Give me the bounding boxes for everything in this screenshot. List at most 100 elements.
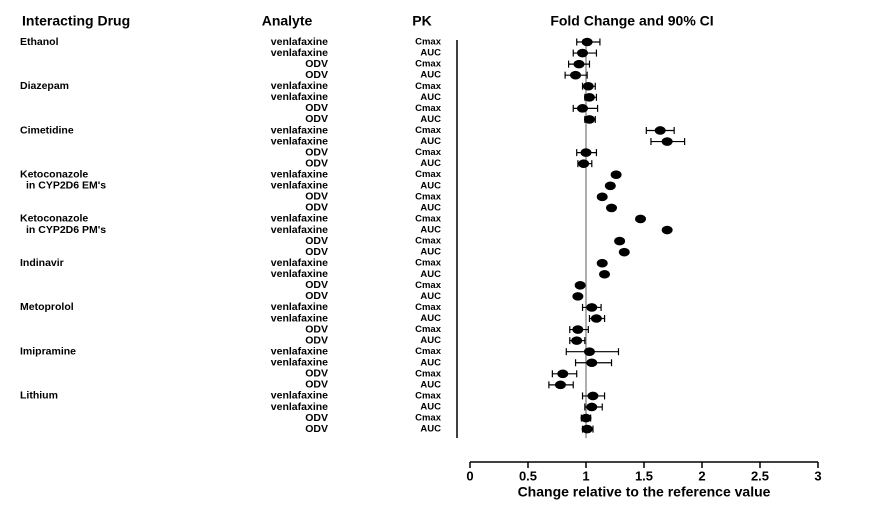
x-tick-label: 2: [698, 468, 705, 483]
analyte-label: ODV: [305, 202, 328, 214]
analyte-label: venlafaxine: [271, 224, 328, 236]
drug-label: Ketoconazole: [20, 213, 88, 225]
point-estimate: [596, 258, 608, 268]
pk-label: Cmax: [415, 169, 442, 180]
drug-label: Ketoconazole: [20, 169, 88, 181]
analyte-label: venlafaxine: [271, 91, 328, 103]
analyte-label: ODV: [305, 412, 328, 424]
analyte-label: ODV: [305, 102, 328, 114]
pk-label: AUC: [420, 335, 441, 346]
analyte-label: venlafaxine: [271, 124, 328, 136]
pk-label: AUC: [420, 424, 441, 435]
pk-label: Cmax: [415, 368, 442, 379]
pk-label: Cmax: [415, 37, 442, 48]
pk-label: Cmax: [415, 413, 442, 424]
point-estimate: [661, 137, 673, 146]
analyte-label: venlafaxine: [271, 257, 328, 269]
drug-label: Metoprolol: [20, 301, 74, 313]
analyte-label: ODV: [305, 235, 328, 247]
point-estimate: [604, 181, 616, 191]
analyte-label: venlafaxine: [271, 169, 328, 181]
pk-label: Cmax: [415, 81, 442, 92]
point-estimate: [586, 303, 598, 312]
x-axis-label: Change relative to the reference value: [518, 484, 771, 500]
drug-label: Lithium: [20, 390, 58, 402]
analyte-label: venlafaxine: [271, 312, 328, 324]
point-estimate: [571, 336, 583, 345]
drug-label: Diazepam: [20, 80, 69, 92]
analyte-label: ODV: [305, 157, 328, 169]
pk-label: Cmax: [415, 280, 442, 291]
pk-label: AUC: [420, 70, 441, 81]
point-estimate: [570, 70, 582, 80]
point-estimate: [582, 81, 594, 91]
analyte-label: ODV: [305, 58, 328, 70]
pk-label: Cmax: [415, 236, 442, 247]
point-estimate: [586, 358, 598, 368]
point-estimate: [577, 48, 589, 58]
pk-label: AUC: [420, 247, 441, 258]
analyte-label: ODV: [305, 146, 328, 158]
pk-label: Cmax: [415, 125, 442, 136]
pk-label: Cmax: [415, 346, 442, 357]
drug-label: in CYP2D6 PM's: [26, 224, 106, 236]
point-estimate: [572, 325, 584, 334]
analyte-label: ODV: [305, 379, 328, 391]
pk-label: AUC: [420, 313, 441, 324]
pk-label: AUC: [420, 269, 441, 280]
point-estimate: [599, 269, 611, 279]
analyte-label: venlafaxine: [271, 36, 328, 48]
pk-label: AUC: [420, 379, 441, 390]
point-estimate: [572, 292, 584, 301]
analyte-label: venlafaxine: [271, 345, 328, 357]
analyte-label: ODV: [305, 191, 328, 203]
analyte-label: ODV: [305, 69, 328, 81]
point-estimate: [587, 391, 599, 401]
pk-label: AUC: [420, 401, 441, 412]
pk-label: AUC: [420, 202, 441, 213]
point-estimate: [583, 347, 595, 356]
pk-label: Cmax: [415, 147, 442, 158]
pk-label: AUC: [420, 114, 441, 125]
point-estimate: [586, 402, 598, 412]
analyte-label: venlafaxine: [271, 390, 328, 402]
column-header: Analyte: [262, 13, 313, 29]
column-header: Interacting Drug: [22, 13, 130, 29]
analyte-label: venlafaxine: [271, 47, 328, 59]
point-estimate: [654, 126, 666, 135]
point-estimate: [573, 59, 585, 69]
pk-label: Cmax: [415, 258, 442, 269]
analyte-label: venlafaxine: [271, 80, 328, 92]
drug-label: in CYP2D6 EM's: [26, 180, 106, 192]
pk-label: AUC: [420, 225, 441, 236]
point-estimate: [554, 380, 566, 390]
column-header: Fold Change and 90% CI: [550, 13, 713, 29]
x-tick-label: 1: [582, 468, 589, 483]
pk-label: Cmax: [415, 213, 442, 224]
analyte-label: venlafaxine: [271, 213, 328, 225]
point-estimate: [580, 148, 592, 157]
pk-label: AUC: [420, 180, 441, 191]
analyte-label: venlafaxine: [271, 180, 328, 192]
point-estimate: [610, 170, 622, 180]
point-estimate: [581, 37, 593, 47]
pk-label: AUC: [420, 92, 441, 103]
point-estimate: [574, 281, 586, 290]
pk-label: AUC: [420, 136, 441, 147]
pk-label: Cmax: [415, 103, 442, 114]
drug-label: Imipramine: [20, 345, 76, 357]
analyte-label: ODV: [305, 279, 328, 291]
analyte-label: venlafaxine: [271, 357, 328, 369]
analyte-label: ODV: [305, 290, 328, 302]
point-estimate: [557, 369, 569, 379]
point-estimate: [580, 413, 592, 423]
column-header: PK: [412, 13, 431, 29]
point-estimate: [583, 93, 595, 102]
point-estimate: [635, 214, 647, 224]
analyte-label: ODV: [305, 368, 328, 380]
analyte-label: ODV: [305, 113, 328, 125]
analyte-label: ODV: [305, 323, 328, 335]
point-estimate: [581, 424, 593, 434]
drug-label: Ethanol: [20, 36, 59, 48]
analyte-label: venlafaxine: [271, 301, 328, 313]
